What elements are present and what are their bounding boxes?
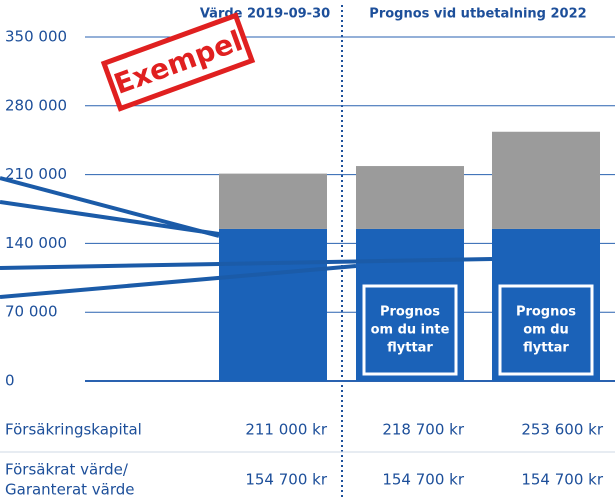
table-cell: 253 600 kr (521, 421, 603, 439)
bar-segment (219, 173, 327, 229)
box-label: flyttar (387, 341, 433, 356)
stamp: Exempel (100, 12, 256, 112)
table-cell: 154 700 kr (382, 471, 464, 489)
box-label: flyttar (523, 341, 569, 356)
y-tick-label: 350 000 (5, 28, 67, 46)
y-tick-label: 140 000 (5, 234, 67, 252)
label-box (498, 284, 594, 376)
table-cell: 154 700 kr (521, 471, 603, 489)
bar-segment (492, 131, 600, 229)
row-label: Garanterat värde (5, 481, 135, 499)
row-label: Försäkringskapital (5, 421, 142, 439)
label-box (362, 284, 458, 376)
row-label: Försäkrat värde/ (5, 461, 129, 479)
box-label: om du (523, 323, 569, 338)
box-label: Prognos (380, 305, 440, 320)
bar-segment (492, 228, 600, 381)
table-cell: 154 700 kr (245, 471, 327, 489)
y-tick-label: 210 000 (5, 165, 67, 183)
y-tick-label: 280 000 (5, 96, 67, 114)
y-tick-label: 0 (5, 372, 15, 390)
bar-segment (356, 166, 464, 229)
bar-segment (219, 228, 327, 381)
bar-segment (356, 228, 464, 381)
column-header: Prognos vid utbetalning 2022 (369, 7, 586, 22)
box-label: Prognos (516, 305, 576, 320)
table-cell: 218 700 kr (382, 421, 464, 439)
plot: 0 70 000 140 000 210 000 280 000 350 000 Progn… (0, 28, 615, 499)
table-cell: 211 000 kr (245, 421, 327, 439)
box-label: om du inte (371, 323, 450, 338)
y-tick-label: 70 000 (5, 303, 58, 321)
pointer-lines (0, 176, 493, 299)
